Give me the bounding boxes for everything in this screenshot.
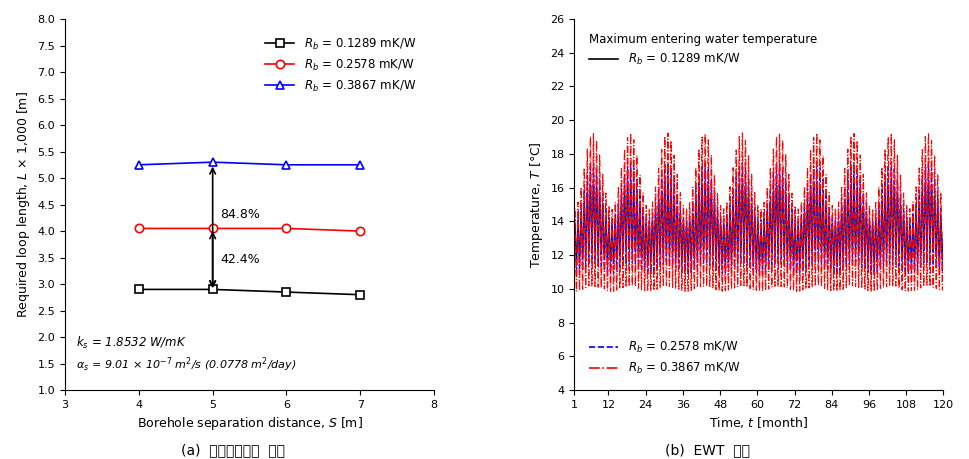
Text: (b)  EWT  변화: (b) EWT 변화 (665, 443, 750, 458)
Text: (a)  지중열교환기  길이: (a) 지중열교환기 길이 (180, 443, 285, 458)
Line: $R_b$ = 0.3867 mK/W: $R_b$ = 0.3867 mK/W (135, 158, 364, 169)
$R_b$ = 0.1289 mK/W (281, 289, 293, 295)
$R_b$ = 0.2578 mK/W (281, 226, 293, 231)
$R_b$ = 0.3867 mK/W (355, 162, 366, 168)
$R_b$ = 0.3867 mK/W (281, 162, 293, 168)
Line: $R_b$ = 0.2578 mK/W: $R_b$ = 0.2578 mK/W (135, 224, 364, 235)
Legend: $R_b$ = 0.1289 mK/W, $R_b$ = 0.2578 mK/W, $R_b$ = 0.3867 mK/W: $R_b$ = 0.1289 mK/W, $R_b$ = 0.2578 mK/W… (261, 32, 421, 99)
X-axis label: Time, $t$ [month]: Time, $t$ [month] (709, 415, 808, 431)
$R_b$ = 0.3867 mK/W (133, 162, 144, 168)
Text: $k_s$ = 1.8532 W/mK: $k_s$ = 1.8532 W/mK (77, 335, 187, 351)
Text: $\alpha_s$ = 9.01 × 10$^{-7}$ m$^2$/s (0.0778 m$^2$/day): $\alpha_s$ = 9.01 × 10$^{-7}$ m$^2$/s (0… (77, 356, 297, 374)
X-axis label: Borehole separation distance, $S$ [m]: Borehole separation distance, $S$ [m] (137, 415, 362, 432)
$R_b$ = 0.2578 mK/W (355, 228, 366, 234)
$R_b$ = 0.1289 mK/W (133, 287, 144, 292)
$R_b$ = 0.3867 mK/W (206, 159, 218, 165)
$R_b$ = 0.2578 mK/W (133, 226, 144, 231)
$R_b$ = 0.2578 mK/W (206, 226, 218, 231)
Y-axis label: Temperature, $T$ [°C]: Temperature, $T$ [°C] (528, 141, 545, 268)
$R_b$ = 0.1289 mK/W (355, 292, 366, 297)
Text: 84.8%: 84.8% (220, 207, 260, 221)
Legend: $R_b$ = 0.2578 mK/W, $R_b$ = 0.3867 mK/W: $R_b$ = 0.2578 mK/W, $R_b$ = 0.3867 mK/W (584, 335, 744, 381)
Y-axis label: Required loop length, $L$ × 1,000 [m]: Required loop length, $L$ × 1,000 [m] (15, 91, 32, 318)
$R_b$ = 0.1289 mK/W (206, 287, 218, 292)
Text: 42.4%: 42.4% (220, 253, 260, 266)
Line: $R_b$ = 0.1289 mK/W: $R_b$ = 0.1289 mK/W (135, 285, 364, 299)
